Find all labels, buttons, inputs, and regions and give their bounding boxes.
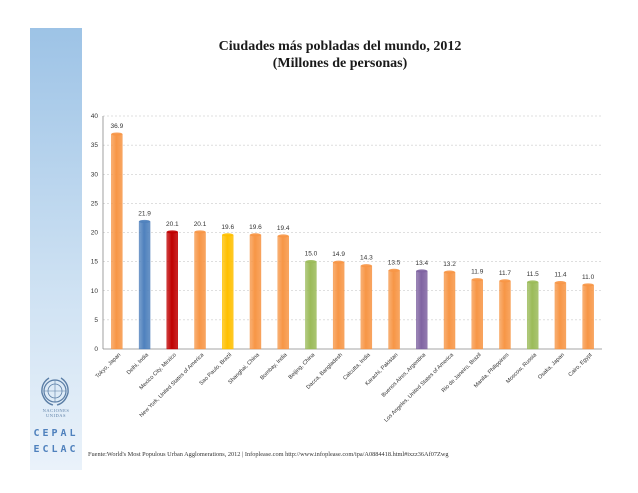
bar bbox=[360, 265, 373, 350]
bar-cap bbox=[388, 268, 400, 272]
x-tick-label: Delhi, India bbox=[126, 352, 151, 377]
bar bbox=[111, 133, 123, 350]
value-label: 11.0 bbox=[582, 274, 595, 281]
value-label: 11.9 bbox=[471, 269, 484, 276]
bar bbox=[166, 231, 179, 350]
x-tick-label: Calcutta, India bbox=[342, 352, 372, 382]
cepal-logo: CEPAL ECLAC bbox=[32, 426, 80, 458]
value-label: 11.4 bbox=[554, 272, 567, 279]
bar-cap bbox=[471, 278, 483, 282]
value-label: 21.9 bbox=[138, 210, 151, 217]
bar bbox=[554, 282, 567, 350]
bar-cap bbox=[333, 260, 345, 264]
bar-cap bbox=[249, 233, 261, 237]
bar-cap bbox=[499, 279, 511, 283]
bar-cap bbox=[139, 219, 151, 224]
value-label: 15.0 bbox=[305, 251, 318, 258]
x-tick-label: Moscow, Russia bbox=[505, 352, 538, 385]
bar bbox=[416, 270, 428, 350]
y-tick-label: 15 bbox=[91, 259, 99, 266]
bar-cap bbox=[277, 234, 289, 238]
bar-cap bbox=[166, 230, 178, 234]
y-tick-label: 35 bbox=[91, 142, 99, 149]
bar bbox=[443, 271, 456, 350]
value-label: 20.1 bbox=[166, 221, 179, 228]
bar bbox=[388, 270, 400, 350]
un-logo-text: NACIONES UNIDAS bbox=[42, 408, 70, 418]
x-tick-label: Bombay, India bbox=[259, 352, 289, 382]
bar-cap bbox=[444, 270, 456, 274]
value-label: 19.6 bbox=[249, 224, 262, 231]
y-tick-label: 40 bbox=[91, 113, 99, 120]
value-label: 19.6 bbox=[221, 224, 234, 231]
value-label: 11.7 bbox=[499, 270, 512, 277]
bar bbox=[222, 234, 234, 350]
y-tick-label: 10 bbox=[91, 288, 99, 295]
bar bbox=[305, 261, 317, 350]
value-label: 11.5 bbox=[527, 271, 540, 278]
eclac-logo-text: ECLAC bbox=[33, 444, 79, 455]
bar bbox=[471, 279, 483, 350]
chart-title: Ciudades más pobladas del mundo, 2012 bbox=[218, 39, 462, 54]
bar-cap bbox=[416, 269, 428, 273]
x-tick-label: Osaka, Japan bbox=[537, 352, 566, 381]
bar-cap bbox=[582, 283, 594, 287]
chart-title-block: Ciudades más pobladas del mundo, 2012 (M… bbox=[190, 38, 490, 72]
source-note: Fuente:World's Most Populous Urban Agglo… bbox=[88, 451, 449, 458]
bar bbox=[194, 231, 206, 350]
chart-subtitle: (Millones de personas) bbox=[272, 56, 408, 71]
sidebar-band bbox=[30, 28, 82, 470]
bar bbox=[138, 221, 151, 350]
y-tick-label: 20 bbox=[91, 230, 99, 237]
bar bbox=[249, 234, 262, 350]
y-tick-label: 5 bbox=[94, 317, 98, 324]
bar bbox=[582, 284, 594, 350]
value-label: 13.2 bbox=[443, 261, 456, 268]
x-tick-label: Tokyo, Japan bbox=[95, 352, 123, 380]
bar-cap bbox=[527, 280, 539, 284]
bar-cap bbox=[360, 264, 372, 268]
y-tick-label: 0 bbox=[94, 346, 98, 353]
y-tick-label: 30 bbox=[91, 171, 99, 178]
value-label: 14.3 bbox=[360, 255, 373, 262]
bar bbox=[499, 280, 511, 350]
bar-cap bbox=[305, 260, 317, 264]
x-tick-label: Beijing, China bbox=[288, 352, 317, 381]
y-tick-label: 25 bbox=[91, 200, 99, 207]
un-emblem-icon bbox=[41, 377, 69, 406]
value-label: 13.5 bbox=[388, 259, 401, 266]
value-label: 13.4 bbox=[415, 260, 428, 267]
value-label: 20.1 bbox=[194, 221, 207, 228]
value-label: 14.9 bbox=[332, 251, 345, 258]
bar bbox=[526, 281, 539, 350]
bar bbox=[277, 235, 289, 350]
bar-cap bbox=[194, 230, 206, 234]
cepal-logo-text: CEPAL bbox=[33, 428, 79, 439]
bar-cap bbox=[222, 233, 234, 237]
value-label: 19.4 bbox=[277, 225, 290, 232]
value-label: 36.9 bbox=[111, 123, 124, 130]
x-tick-label: Cairo, Egypt bbox=[568, 352, 594, 378]
bar-cap bbox=[111, 132, 123, 136]
bar bbox=[332, 262, 345, 350]
bar-cap bbox=[554, 280, 566, 285]
